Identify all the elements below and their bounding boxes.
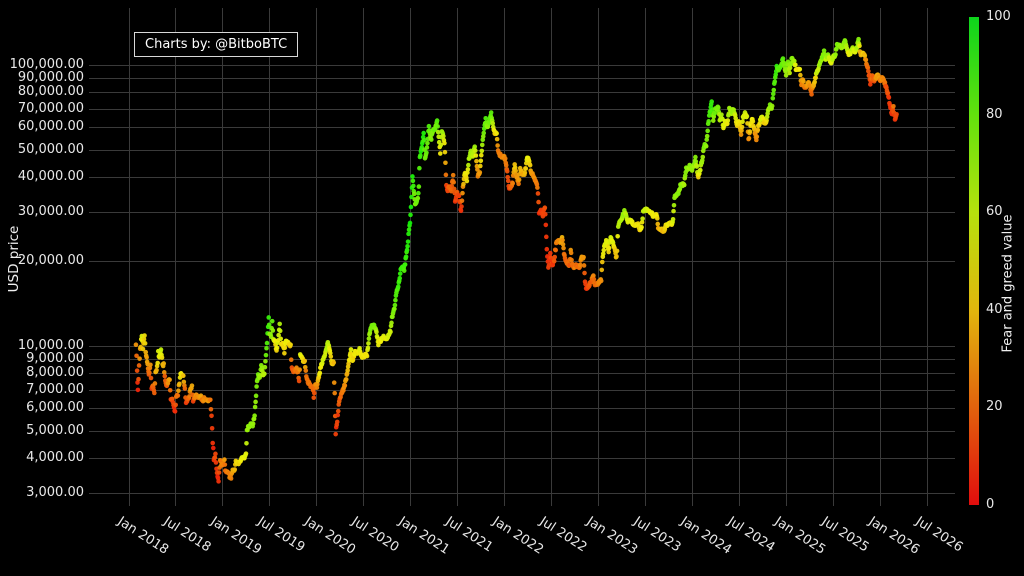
y-tick-label: 100,000.00 (9, 57, 84, 72)
y-tick-label: 6,000.00 (26, 400, 84, 416)
watermark-annotation: Charts by: @BitboBTC (134, 32, 299, 57)
y-tick-label: 20,000.00 (17, 253, 84, 269)
fear-greed-colorbar (969, 17, 979, 505)
y-tick-label: 90,000.00 (17, 69, 84, 85)
y-tick-label: 70,000.00 (17, 100, 84, 116)
y-tick-label: 4,000.00 (26, 449, 84, 465)
colorbar-tick-label: 100 (986, 9, 1011, 24)
colorbar-tick-label: 40 (986, 301, 1003, 317)
colorbar-tick-label: 60 (986, 204, 1003, 220)
colorbar-tick-label: 0 (986, 497, 995, 512)
y-tick-label: 5,000.00 (26, 422, 84, 438)
y-axis-title: USD price (6, 225, 22, 293)
y-tick-label: 9,000.00 (26, 350, 84, 366)
y-tick-label: 30,000.00 (17, 203, 84, 219)
y-tick-label: 40,000.00 (17, 168, 84, 184)
y-tick-label: 8,000.00 (26, 365, 84, 381)
y-tick-label: 60,000.00 (17, 119, 84, 135)
colorbar-tick-label: 20 (986, 399, 1003, 415)
colorbar-title: Fear and greed value (1000, 214, 1016, 353)
y-tick-label: 10,000.00 (17, 338, 84, 353)
y-tick-label: 50,000.00 (17, 141, 84, 157)
y-tick-label: 3,000.00 (26, 484, 84, 500)
y-tick-label: 7,000.00 (26, 381, 84, 397)
y-tick-label: 80,000.00 (17, 84, 84, 100)
colorbar-tick-label: 80 (986, 106, 1003, 122)
watermark-text: Charts by: @BitboBTC (145, 37, 288, 52)
